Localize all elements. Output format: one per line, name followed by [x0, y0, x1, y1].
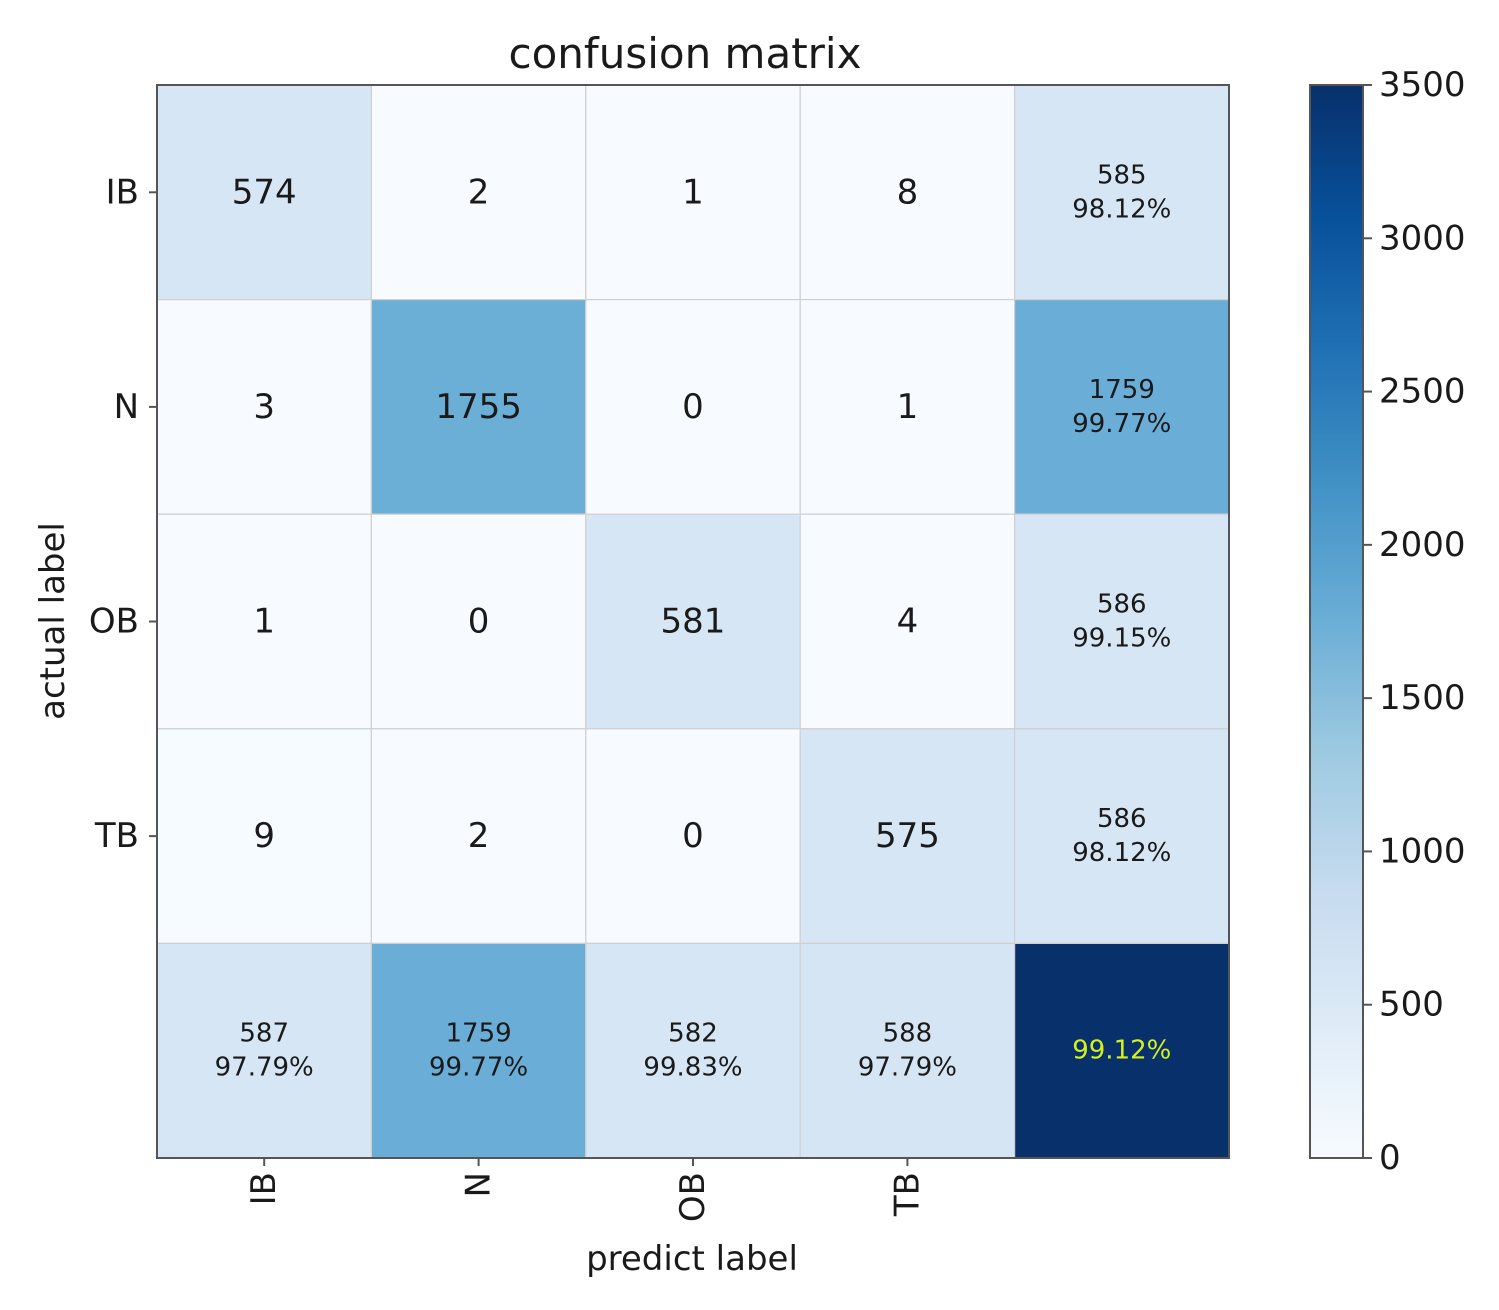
heatmap-cell — [799, 513, 1016, 730]
y-tick-labels: IB N OB TB — [89, 172, 157, 856]
heatmap-cell — [799, 728, 1016, 944]
col-total-cell — [370, 942, 587, 1159]
cell-value: 574 — [232, 172, 297, 212]
cell-value: 1 — [897, 387, 919, 427]
colorbar — [1309, 84, 1364, 1159]
x-tick-label: N — [459, 1172, 499, 1197]
cell-value: 2 — [468, 172, 490, 212]
col-total-percent: 97.79% — [858, 1053, 957, 1083]
colorbar-tick-label: 500 — [1379, 985, 1444, 1025]
cell-value: 4 — [897, 602, 919, 642]
y-tick-label: OB — [89, 602, 139, 642]
y-tick-label: TB — [94, 816, 139, 856]
row-total-percent: 99.15% — [1072, 624, 1171, 654]
heatmap-cell — [799, 84, 1016, 301]
row-total-cell — [1013, 299, 1230, 515]
colorbar-tick-label: 2500 — [1379, 372, 1466, 412]
row-total-count: 586 — [1097, 804, 1147, 834]
col-total-cell — [156, 942, 372, 1159]
cell-value: 9 — [253, 816, 275, 856]
colorbar-tick-label: 3500 — [1379, 65, 1466, 105]
cell-value: 1 — [682, 172, 704, 212]
colorbar-tick-label: 0 — [1379, 1138, 1401, 1178]
col-total-percent: 99.77% — [429, 1053, 528, 1083]
row-total-cell — [1013, 728, 1230, 944]
x-tick-labels: IB N OB TB — [244, 1158, 927, 1222]
heatmap-cell — [799, 299, 1016, 515]
cell-value: 1755 — [435, 387, 522, 427]
row-total-count: 585 — [1097, 160, 1147, 190]
heatmap-cell — [156, 728, 372, 944]
col-total-count: 1759 — [446, 1019, 512, 1049]
cell-value: 581 — [661, 602, 726, 642]
heatmap-cell-labels: 574 2 1 8 3 1755 0 1 1 0 581 4 9 2 0 575 585 98.12% 1759 99… — [215, 160, 1172, 1082]
colorbar-tick-label: 1000 — [1379, 831, 1466, 871]
x-tick-label: IB — [244, 1172, 284, 1205]
heatmap-cell — [156, 84, 372, 301]
heatmap-cell — [370, 513, 587, 730]
row-total-percent: 99.77% — [1072, 409, 1171, 439]
heatmap-cell — [370, 728, 587, 944]
cell-value: 0 — [468, 602, 490, 642]
x-tick-label: OB — [673, 1172, 713, 1222]
row-total-percent: 98.12% — [1072, 194, 1171, 224]
overall-accuracy-cell — [1013, 942, 1230, 1159]
colorbar-tick-label: 2000 — [1379, 525, 1466, 565]
heatmap-cells — [156, 84, 1230, 1159]
colorbar-tick-label: 1500 — [1379, 678, 1466, 718]
heatmap-cell — [585, 299, 801, 515]
heatmap-cell — [585, 728, 801, 944]
row-total-cell — [1013, 513, 1230, 730]
col-total-percent: 99.83% — [643, 1053, 742, 1083]
colorbar-ticks: 0 500 1000 1500 2000 2500 3000 3500 — [1363, 65, 1466, 1178]
col-total-count: 588 — [883, 1019, 933, 1049]
overall-accuracy-label: 99.12% — [1072, 1036, 1171, 1066]
heatmap-cell — [370, 84, 587, 301]
row-total-cell — [1013, 84, 1230, 301]
col-total-percent: 97.79% — [215, 1053, 314, 1083]
cell-value: 575 — [875, 816, 940, 856]
row-total-percent: 98.12% — [1072, 838, 1171, 868]
col-total-count: 582 — [668, 1019, 718, 1049]
y-tick-label: IB — [106, 172, 139, 212]
colorbar-tick-label: 3000 — [1379, 218, 1466, 258]
chart-title: confusion matrix — [509, 29, 862, 78]
col-total-cell — [585, 942, 801, 1159]
heatmap-cell — [370, 299, 587, 515]
col-total-cell — [799, 942, 1016, 1159]
x-axis-label: predict label — [586, 1239, 798, 1279]
row-total-count: 586 — [1097, 590, 1147, 620]
cell-value: 3 — [253, 387, 275, 427]
cell-value: 1 — [253, 602, 275, 642]
cell-value: 0 — [682, 387, 704, 427]
x-tick-label: TB — [887, 1172, 927, 1217]
col-total-count: 587 — [239, 1019, 289, 1049]
y-tick-label: N — [114, 387, 139, 427]
cell-value: 0 — [682, 816, 704, 856]
row-total-count: 1759 — [1089, 375, 1155, 405]
heatmap-cell — [156, 299, 372, 515]
cell-value: 2 — [468, 816, 490, 856]
cell-value: 8 — [897, 172, 919, 212]
y-axis-label: actual label — [33, 522, 73, 720]
